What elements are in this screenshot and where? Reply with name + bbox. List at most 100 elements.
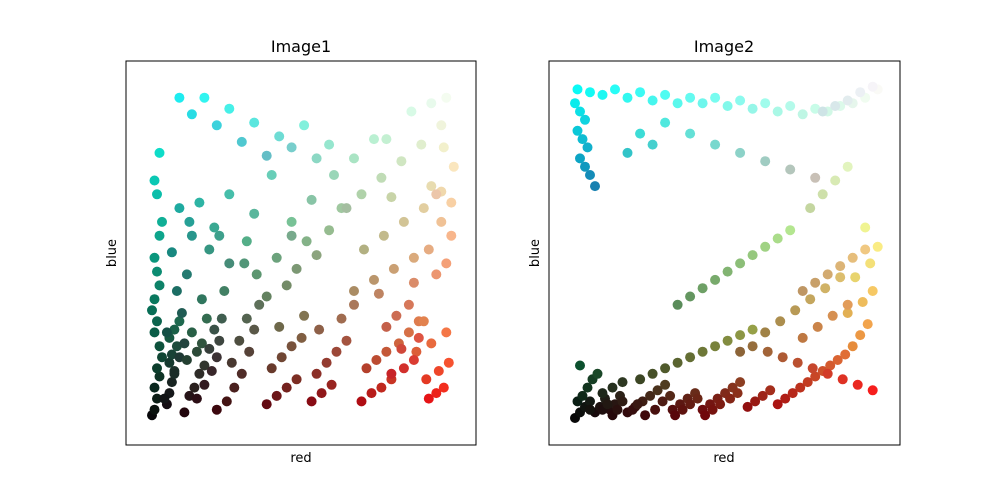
subplot-2-point [810, 371, 821, 382]
subplot-2-point [707, 404, 718, 415]
subplot-1-point [196, 294, 207, 305]
subplot-2-point [570, 98, 580, 109]
subplot-2-point [602, 399, 613, 410]
subplot-1-point [341, 335, 352, 346]
subplot-2-point [757, 390, 768, 401]
subplot-1-point [211, 120, 222, 131]
subplot-2-point [645, 390, 656, 401]
subplot-2-point [842, 299, 853, 310]
subplot-2-point [797, 332, 808, 343]
subplot-1-point [369, 274, 379, 285]
subplot-1-point [261, 291, 272, 302]
subplot-1-point [291, 374, 302, 385]
subplot-2-point [772, 233, 783, 244]
subplot-2-point [632, 399, 643, 410]
subplot-2-point [812, 321, 823, 332]
subplot-2-point [672, 299, 683, 310]
subplot-2-point [867, 286, 878, 296]
subplot-2-point [732, 388, 743, 399]
subplot-2: Image2 red blue [528, 37, 901, 466]
subplot-2-point [760, 98, 771, 109]
subplot-2-point [817, 189, 828, 200]
subplot-2-point [722, 101, 733, 111]
subplot-1-point [221, 396, 232, 407]
subplot-1-point [421, 374, 432, 385]
subplot-1-axes-frame [125, 60, 477, 446]
subplot-1-point [274, 321, 285, 332]
subplot-1-point [281, 280, 292, 291]
subplot-1-point [423, 244, 434, 255]
subplot-2-point [810, 172, 821, 183]
subplot-1-point [398, 216, 409, 227]
subplot-2-point [647, 139, 658, 150]
subplot-1-point [254, 299, 265, 310]
subplot-2-point [585, 404, 595, 415]
subplot-1-point [191, 393, 202, 404]
subplot-2-point [592, 368, 603, 379]
subplot-2-point [635, 374, 646, 385]
subplot-1-point [159, 393, 170, 404]
subplot-2-point [580, 114, 590, 125]
subplot-2-point [760, 156, 771, 167]
subplot-1-point [366, 388, 377, 399]
subplot-1-point [349, 286, 359, 296]
subplot-2-point [797, 109, 808, 120]
subplot-1-point [241, 313, 252, 324]
subplot-2-point [585, 396, 595, 407]
subplot-1-point [371, 355, 382, 365]
subplot-1-point [416, 139, 427, 150]
subplot-2-point [822, 368, 833, 379]
subplot-2-point [710, 139, 721, 150]
subplot-1-point [396, 156, 407, 167]
subplot-1-point [154, 280, 165, 291]
subplot-1-point [446, 230, 457, 241]
subplot-1-point [157, 216, 167, 227]
subplot-2-point [577, 390, 588, 401]
subplot-2-point [762, 346, 773, 357]
subplot-2-point [725, 393, 736, 404]
subplot-2-point [820, 283, 831, 294]
subplot-2-point [850, 272, 861, 283]
subplot-2-point [847, 341, 858, 352]
subplot-1-point [266, 363, 277, 374]
subplot-2-point [840, 349, 851, 360]
subplot-1-point [408, 277, 419, 288]
subplot-1-point [349, 299, 359, 310]
subplot-1-point [199, 379, 210, 390]
subplot-2-point [697, 98, 708, 109]
subplot-1-point [448, 161, 459, 172]
subplot-1-point [316, 388, 327, 399]
subplot-2-point [575, 106, 585, 117]
subplot-1-point [161, 327, 172, 338]
subplot-1-point [251, 269, 262, 280]
subplot-2-point [660, 379, 671, 390]
subplot-2-point [647, 368, 658, 379]
subplot-1-point [176, 308, 187, 318]
subplot-1-point [438, 142, 449, 153]
subplot-2-point [610, 84, 620, 95]
subplot-1-point [341, 203, 352, 214]
subplot-2-point [647, 95, 658, 106]
subplot-2-point [660, 117, 671, 128]
subplot-1-x-axis-label: red [290, 451, 311, 466]
subplot-2-point [700, 410, 711, 421]
subplot-1-point [154, 147, 165, 158]
subplot-2-point [802, 377, 813, 388]
subplot-1-point [413, 332, 424, 343]
subplot-1-point [152, 363, 162, 374]
subplot-1-point [418, 203, 429, 214]
subplot-2-point [810, 277, 821, 288]
subplot-1-point [196, 338, 207, 349]
subplot-1-point [166, 377, 177, 388]
subplot-2-point [842, 308, 853, 318]
subplot-1-point [149, 404, 160, 415]
subplot-2-point [735, 330, 746, 341]
subplot-1-point [236, 368, 247, 379]
subplot-1-point [249, 324, 260, 335]
subplot-1-point [408, 355, 419, 365]
subplot-2-point [825, 360, 836, 371]
subplot-2-point [747, 324, 758, 335]
subplot-2-point [765, 385, 776, 396]
subplot-2-point [735, 346, 746, 357]
subplot-1-point [299, 310, 310, 321]
